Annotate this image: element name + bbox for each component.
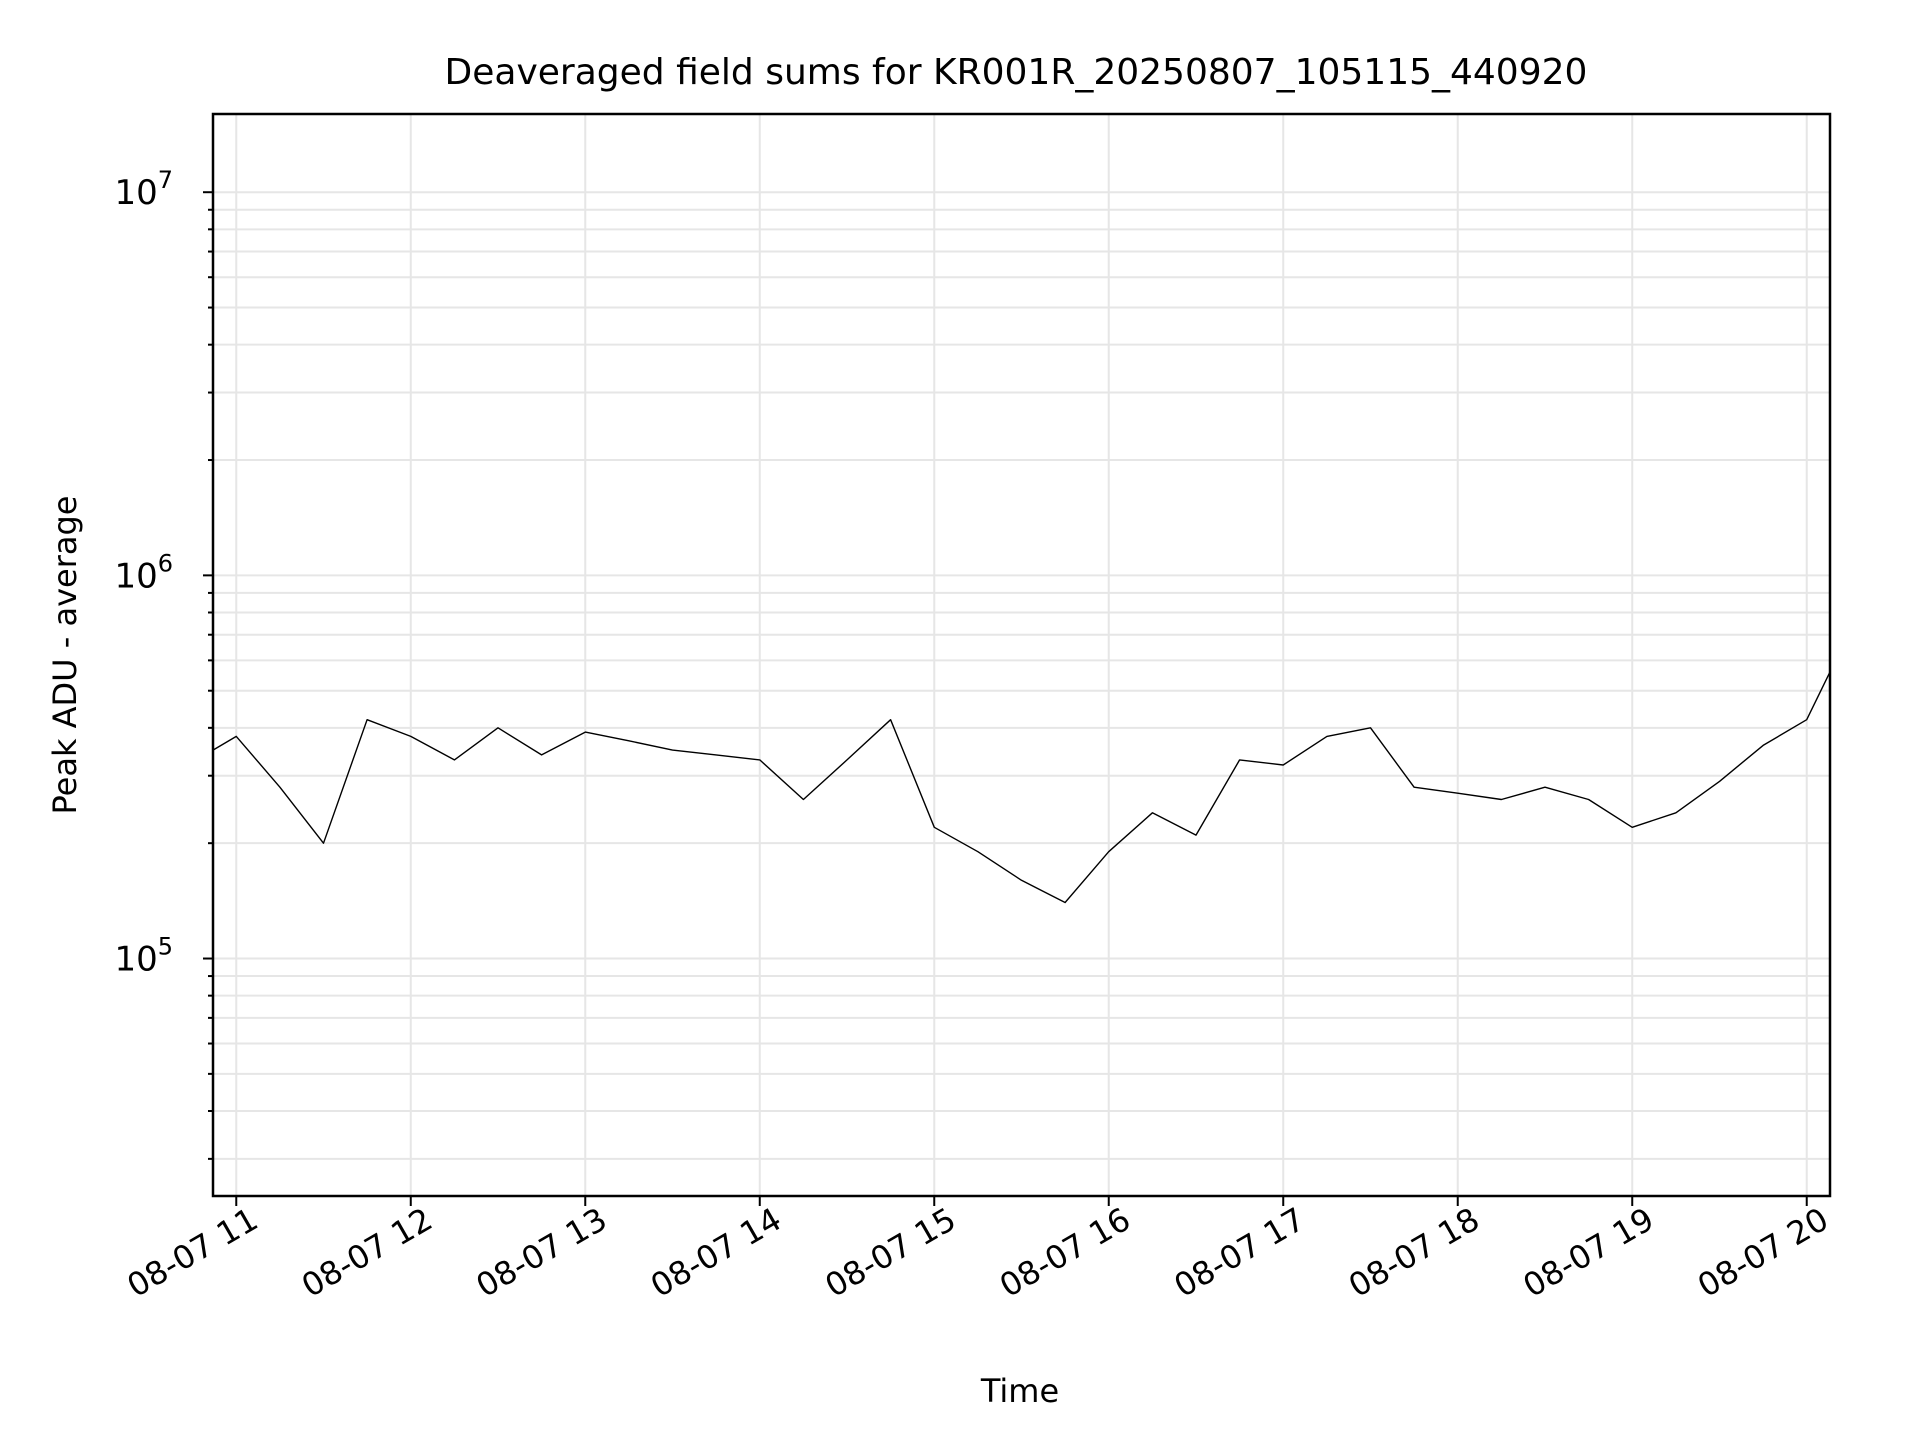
x-axis-label: Time — [980, 1372, 1059, 1410]
x-tick-label: 08-07 15 — [819, 1200, 963, 1305]
series-line-0 — [212, 671, 1831, 904]
y-tick-label: 107 — [114, 166, 173, 213]
chart-title: Deaveraged field sums for KR001R_2025080… — [445, 52, 1588, 93]
y-tick-label: 106 — [114, 549, 173, 596]
series-layer — [212, 671, 1831, 904]
x-tick-label: 08-07 17 — [1168, 1200, 1312, 1305]
plot-frame — [211, 112, 1832, 1198]
x-tick-label: 08-07 19 — [1517, 1200, 1661, 1305]
axes: 08-07 11 08-07 12 08-07 13 08-07 14 08-07 15… — [114, 112, 1835, 1305]
x-tick-label: 08-07 11 — [121, 1200, 265, 1305]
y-tick-label: 105 — [114, 933, 173, 980]
x-tick-label: 08-07 20 — [1691, 1200, 1835, 1305]
x-tick-label: 08-07 16 — [993, 1200, 1137, 1305]
y-axis-label: Peak ADU - average — [46, 496, 84, 815]
x-tick-label: 08-07 14 — [644, 1200, 788, 1305]
x-tick-label: 08-07 12 — [295, 1200, 439, 1305]
x-tick-label: 08-07 18 — [1342, 1200, 1486, 1305]
grid — [213, 114, 1830, 1196]
x-tick-label: 08-07 13 — [470, 1200, 614, 1305]
